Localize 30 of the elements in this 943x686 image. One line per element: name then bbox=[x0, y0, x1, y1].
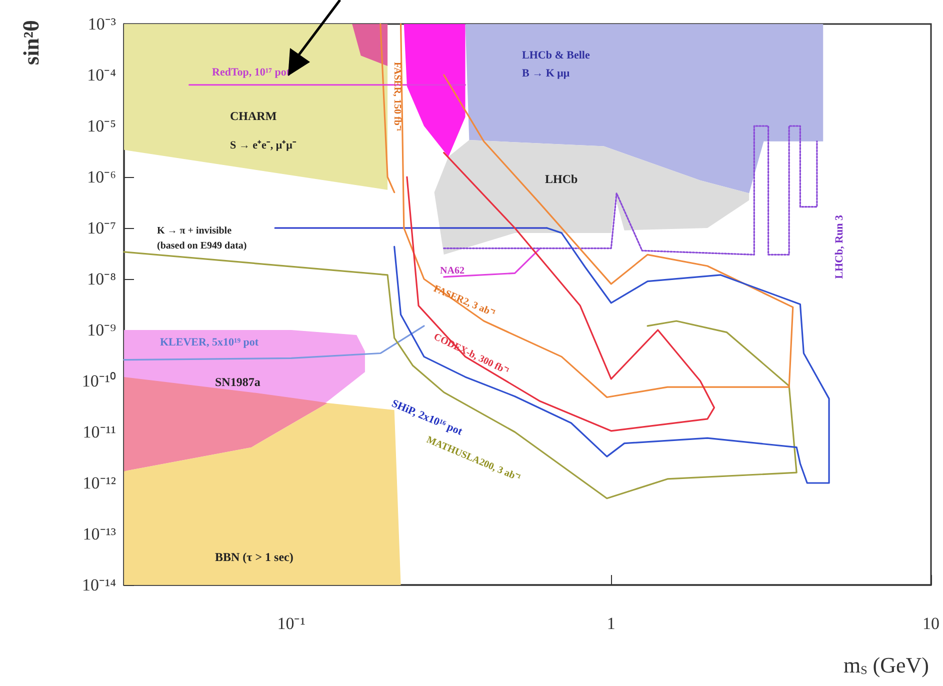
annotation: CHARM bbox=[230, 109, 277, 123]
y-tick-label: 10⁻⁵ bbox=[87, 116, 116, 136]
annotation: LHCb bbox=[545, 172, 578, 186]
annotation: (based on E949 data) bbox=[157, 240, 247, 252]
y-tick-label: 10⁻⁹ bbox=[87, 320, 116, 340]
y-tick-label: 10⁻⁷ bbox=[87, 218, 116, 238]
annotation: K → π + invisible bbox=[157, 226, 232, 236]
annotation: LHCb & Belle bbox=[522, 50, 590, 62]
y-tick-label: 10⁻⁸ bbox=[87, 270, 116, 288]
annotation: B → K μμ bbox=[522, 68, 570, 80]
y-tick-label: 10⁻¹⁰ bbox=[82, 372, 116, 390]
x-axis-title: mS (GeV) bbox=[844, 652, 930, 678]
annotation: FASER, 150 fb⁻¹ bbox=[392, 62, 402, 132]
annotation: LHCb, Run 3 bbox=[834, 214, 846, 279]
x-tick-label: 1 bbox=[606, 614, 616, 633]
y-tick-label: 10⁻³ bbox=[88, 14, 116, 34]
y-axis-title: sin²θ bbox=[18, 20, 44, 65]
annotation: NA62 bbox=[440, 266, 464, 276]
y-tick-label: 10⁻⁶ bbox=[87, 168, 116, 186]
annotation: S → e⁺e⁻, μ⁺μ⁻ bbox=[230, 140, 296, 152]
y-tick-label: 10⁻¹⁴ bbox=[82, 576, 116, 594]
y-tick-label: 10⁻¹¹ bbox=[82, 422, 116, 442]
annotation: BBN (τ > 1 sec) bbox=[215, 550, 294, 564]
annotation: KLEVER, 5x10¹⁹ pot bbox=[160, 336, 259, 348]
x-tick-label: 10 bbox=[922, 614, 940, 633]
annotation: SN1987a bbox=[215, 375, 260, 389]
y-tick-label: 10⁻¹² bbox=[82, 474, 116, 492]
y-tick-label: 10⁻¹³ bbox=[82, 524, 116, 544]
y-tick-label: 10⁻⁴ bbox=[87, 66, 116, 84]
x-tick-label: 10⁻¹ bbox=[277, 614, 306, 633]
